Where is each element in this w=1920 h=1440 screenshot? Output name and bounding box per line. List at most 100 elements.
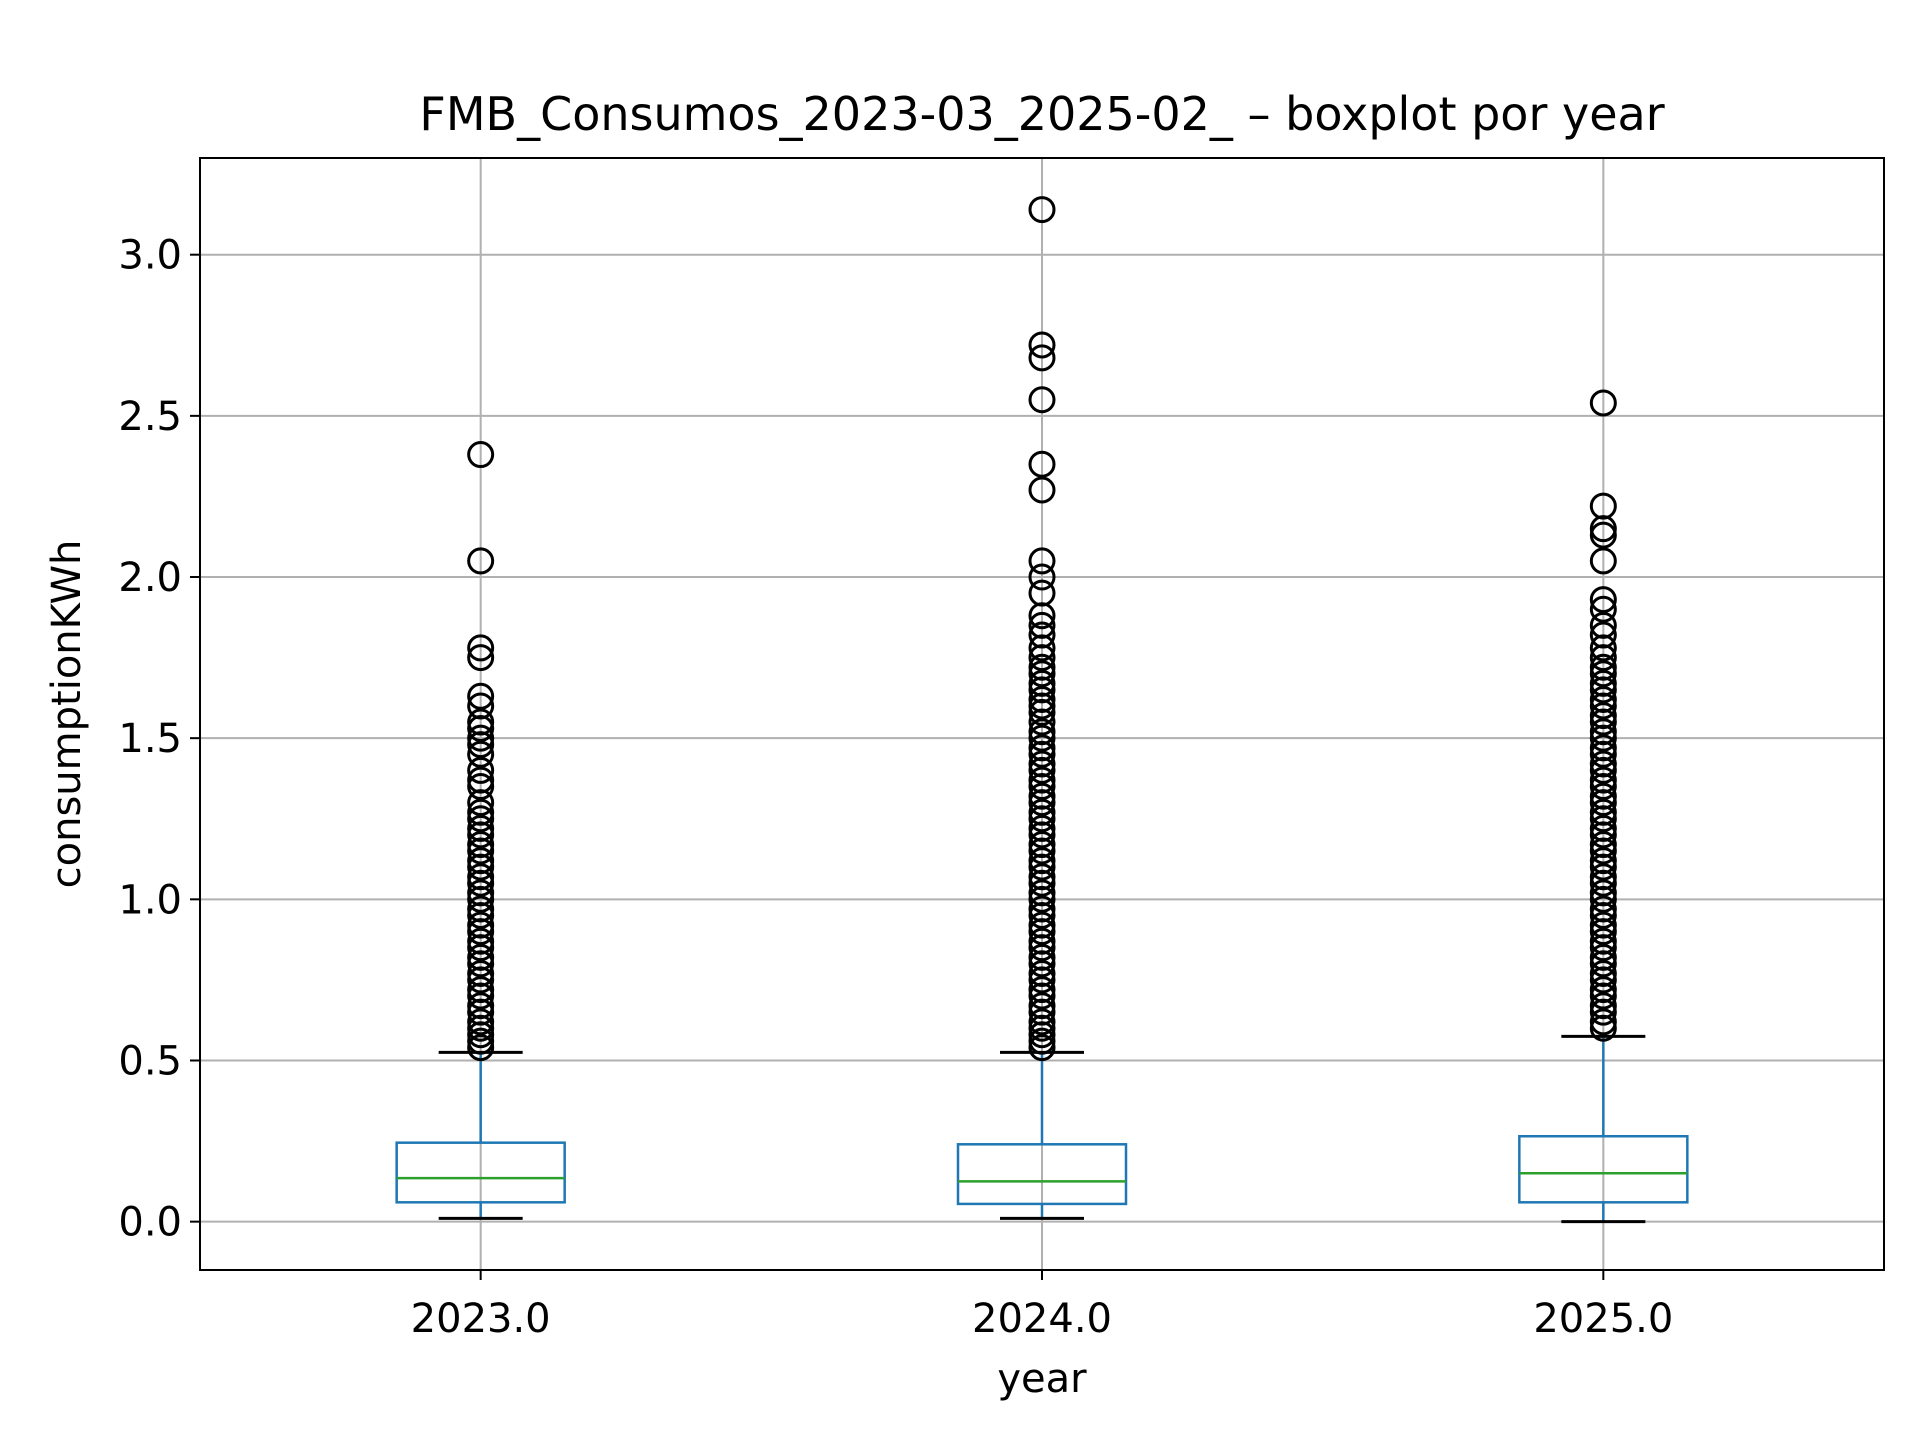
outlier-point [1028,660,1056,688]
box-group-2024.0 [956,196,1128,1220]
outlier-point [467,715,495,743]
outlier-point [467,1014,495,1042]
outlier-point [1589,998,1617,1026]
outlier-point [1028,756,1056,784]
outlier-point [467,773,495,801]
outlier-point [1028,789,1056,817]
outlier-point [1028,966,1056,994]
outlier-point [467,950,495,978]
outlier-point [1028,547,1056,575]
outlier-point [1589,634,1617,662]
outlier-point [1028,821,1056,849]
outlier-point [467,805,495,833]
outlier-point [1028,1027,1056,1055]
outlier-point [467,789,495,817]
outlier-point [1028,885,1056,913]
outlier-point [1028,934,1056,962]
outlier-point [467,885,495,913]
outlier-point [1589,515,1617,543]
outlier-point [1589,885,1617,913]
outlier-point [1028,1021,1056,1049]
x-axis-title: year [997,1356,1087,1402]
outlier-point [1589,740,1617,768]
y-tick-label: 3.0 [118,233,182,279]
outlier-point [1589,547,1617,575]
outlier-point [1589,837,1617,865]
y-tick-label: 2.5 [118,394,182,440]
y-axis-title: consumptionKWh [44,540,90,889]
outlier-point [1028,901,1056,929]
outlier-point [467,869,495,897]
outlier-point [1589,805,1617,833]
outlier-point [467,982,495,1010]
outlier-point [1028,698,1056,726]
outlier-point [1589,950,1617,978]
outlier-point [1589,676,1617,704]
outlier-point [1589,821,1617,849]
outlier-point [1589,724,1617,752]
outlier-point [467,1008,495,1036]
y-tick-label: 1.0 [118,877,182,923]
outlier-point [1028,805,1056,833]
outlier-point [1028,773,1056,801]
outlier-point [1589,756,1617,784]
outlier-point [1589,853,1617,881]
outlier-point [1589,869,1617,897]
outlier-point [1028,1034,1056,1062]
outlier-point [1589,586,1617,614]
outlier-point [1589,934,1617,962]
outlier-point [1589,595,1617,623]
outlier-point [1589,708,1617,736]
outlier-point [467,682,495,710]
outlier-point [1589,1014,1617,1042]
outlier-point [1028,634,1056,662]
outlier-point [1589,918,1617,946]
outlier-point [1028,644,1056,672]
outlier-point [1028,982,1056,1010]
outlier-point [467,966,495,994]
x-tick-label: 2024.0 [972,1296,1112,1342]
outlier-point [1028,602,1056,630]
outlier-point [1028,918,1056,946]
box-group-2025.0 [1518,389,1689,1224]
outlier-point [1028,708,1056,736]
outlier-point [1028,692,1056,720]
outlier-point [1589,901,1617,929]
outlier-point [1028,853,1056,881]
iqr-box [1518,1134,1689,1204]
outlier-point [467,731,495,759]
iqr-box [395,1141,566,1204]
outlier-point [467,756,495,784]
outlier-point [1028,1014,1056,1042]
outlier-point [467,644,495,672]
y-tick-label: 0.0 [118,1200,182,1246]
y-axis: 0.0 0.5 1.0 1.5 2.0 2.5 3.0 [118,233,200,1246]
outlier-point [467,837,495,865]
x-axis: 2023.0 2024.0 2025.0 [411,1270,1673,1342]
x-tick-label: 2025.0 [1533,1296,1673,1342]
outlier-point [1589,773,1617,801]
outlier-point [1589,789,1617,817]
outlier-point [1028,740,1056,768]
outlier-point [467,740,495,768]
outlier-point [1028,344,1056,372]
outlier-point [1028,837,1056,865]
outlier-point [1028,386,1056,414]
outlier-point [1589,982,1617,1010]
outlier-point [467,724,495,752]
chart-title: FMB_Consumos_2023-03_2025-02_ – boxplot … [419,87,1664,141]
outlier-point [1028,476,1056,504]
iqr-box [956,1143,1128,1206]
outlier-point [1028,950,1056,978]
outlier-point [467,441,495,469]
x-tick-label: 2023.0 [411,1296,551,1342]
outlier-point [467,821,495,849]
outlier-point [467,901,495,929]
outlier-point [467,1021,495,1049]
outlier-point [1028,331,1056,359]
outlier-point [1589,644,1617,672]
outlier-point [1589,1008,1617,1036]
outlier-point [467,918,495,946]
